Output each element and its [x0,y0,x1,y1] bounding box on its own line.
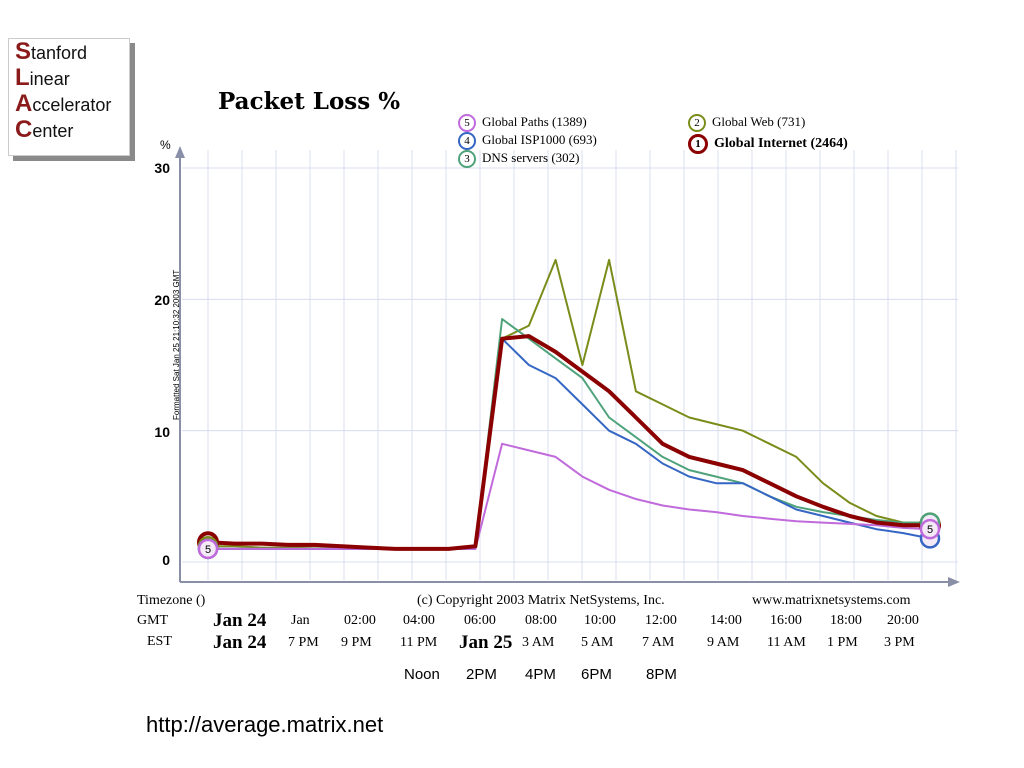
est-label: EST [147,634,172,649]
legend-item-2: 2 Global Web (731) [688,114,805,133]
est-tick-label: Jan 25 [459,632,513,653]
est-tick-label: 5 AM [581,635,614,650]
series-end-badge-label: 5 [205,544,211,556]
gmt-tick-label: 16:00 [770,613,802,628]
badges-layer: 55 [197,512,941,560]
est-tick-label: 7 AM [642,635,675,650]
est-tick-label: 3 AM [522,635,555,650]
gmt-label: GMT [137,613,169,628]
logo-line-2: Linear [15,64,70,91]
gmt-tick-label: 08:00 [525,613,557,628]
gmt-tick-label: 04:00 [403,613,435,628]
gmt-tick-label: 06:00 [464,613,496,628]
local-time-label: Noon [404,666,440,683]
gmt-tick-label: 14:00 [710,613,742,628]
axes [175,146,960,587]
est-tick-label: 9 PM [341,635,372,650]
legend-badge-1: 1 [688,134,708,154]
timezone-label: Timezone () [137,593,206,608]
local-time-label: 6PM [581,666,612,683]
est-tick-label: 1 PM [827,635,858,650]
slac-logo: Stanford Linear Accelerator Center [8,38,130,156]
logo-line-1: Stanford [15,38,88,65]
series-end-badge-label: 5 [927,524,933,536]
legend-item-4: 4 Global ISP1000 (693) [458,132,597,151]
gmt-tick-label: 10:00 [584,613,616,628]
gmt-tick-label: 18:00 [830,613,862,628]
legend-item-5: 5 Global Paths (1389) [458,114,587,133]
logo-line-4: Center [15,116,74,143]
local-time-label: 8PM [646,666,677,683]
y-tick-label: 30 [154,160,170,176]
series-end-badge-5 [197,538,219,560]
source-url[interactable]: http://average.matrix.net [146,712,384,737]
est-tick-label: 11 AM [767,635,806,650]
series-line-4 [208,337,931,550]
legend-badge-4: 4 [458,132,476,151]
y-tick-label: 20 [154,292,170,308]
gmt-tick-label: 02:00 [344,613,376,628]
y-axis-label: % [160,138,171,152]
est-tick-label: Jan 24 [213,632,267,653]
series-line-5 [208,442,931,550]
gmt-tick-label: 12:00 [645,613,677,628]
local-time-label: 2PM [466,666,497,683]
legend-item-1: 1 Global Internet (2464) [688,134,848,154]
series-line-1 [207,334,930,551]
y-tick-label: 10 [154,424,170,440]
legend-badge-5: 5 [458,114,476,133]
gmt-tick-label: Jan [291,613,310,628]
gmt-tick-label: Jan 24 [213,610,267,631]
chart-title: Packet Loss % [218,88,401,115]
series-end-badge-5 [919,518,941,540]
logo-line-3: Accelerator [15,90,112,117]
y-tick-label: 0 [162,552,170,568]
est-tick-label: 7 PM [288,635,319,650]
legend-badge-2: 2 [688,114,706,133]
est-tick-label: 11 PM [400,635,438,650]
est-tick-label: 9 AM [707,635,740,650]
series-layer [207,258,931,551]
local-time-label: 4PM [525,666,556,683]
gmt-tick-label: 20:00 [887,613,919,628]
legend-item-3: 3 DNS servers (302) [458,150,579,169]
legend-badge-3: 3 [458,150,476,169]
series-line-3 [208,318,930,550]
est-tick-label: 3 PM [884,635,915,650]
copyright-text: (c) Copyright 2003 Matrix NetSystems, In… [417,593,665,608]
site-text: www.matrixnetsystems.com [752,593,911,608]
